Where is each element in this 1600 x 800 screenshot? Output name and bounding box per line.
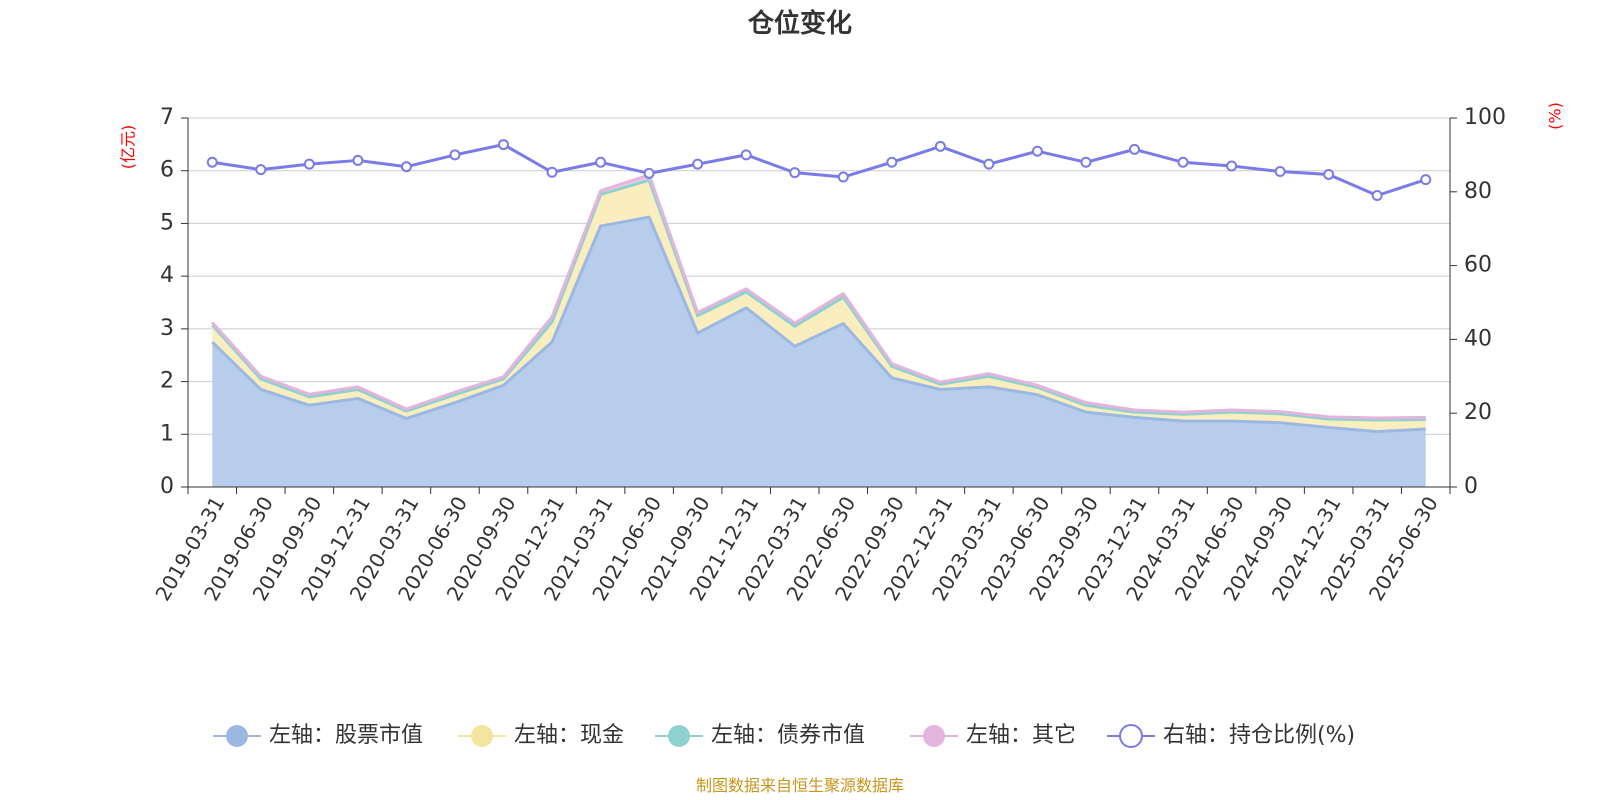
legend-label: 左轴：现金 [514, 723, 624, 748]
left-tick-label: 1 [160, 421, 174, 446]
right-tick-label: 80 [1464, 179, 1492, 204]
ratio-point [692, 158, 704, 170]
right-axis-unit: (%) [1546, 102, 1565, 130]
legend-label: 左轴：股票市值 [269, 723, 423, 748]
ratio-point [595, 156, 607, 168]
ratio-point [643, 167, 655, 179]
ratio-point [1371, 189, 1383, 201]
ratio-point [449, 149, 461, 161]
ratio-point [789, 167, 801, 179]
left-tick-label: 6 [160, 158, 174, 183]
ratio-point [206, 156, 218, 168]
left-tick-label: 5 [160, 210, 174, 235]
ratio-point [352, 154, 364, 166]
chart-title: 仓位变化 [747, 8, 852, 39]
legend-label: 右轴：持仓比例(%) [1163, 723, 1355, 748]
area-左轴：股票市值 [212, 217, 1426, 488]
line-左轴：股票市值 [211, 215, 1426, 434]
ratio-point [886, 156, 898, 168]
left-tick-label: 7 [160, 105, 174, 130]
ratio-line-series [206, 139, 1432, 201]
legend-item: 左轴：股票市值 [213, 723, 423, 748]
legend-item: 右轴：持仓比例(%) [1107, 723, 1355, 748]
legend-marker [668, 725, 690, 747]
legend-item: 左轴：债券市值 [655, 723, 865, 748]
ratio-point [546, 166, 558, 178]
ratio-point [1226, 160, 1238, 172]
ratio-line [212, 143, 1427, 197]
legend-item: 左轴：现金 [458, 723, 624, 748]
legend: 左轴：股票市值 左轴：现金 左轴：债券市值 左轴：其它 右轴：持仓比例(%) [213, 723, 1355, 748]
right-tick-label: 0 [1464, 474, 1478, 499]
ratio-point [1031, 145, 1043, 157]
ratio-point [1129, 143, 1140, 155]
left-tick-label: 0 [160, 474, 174, 499]
area-左轴：现金 [212, 180, 1426, 432]
ratio-point [1420, 174, 1432, 186]
ratio-point [1274, 166, 1286, 178]
left-tick-label: 3 [160, 316, 174, 341]
legend-label: 左轴：债券市值 [711, 723, 865, 748]
left-tick-label: 4 [160, 263, 174, 288]
ratio-point [934, 140, 946, 152]
right-tick-label: 20 [1464, 400, 1492, 425]
left-axis-unit: (亿元) [119, 125, 138, 170]
legend-item: 左轴：其它 [910, 723, 1076, 748]
legend-marker [226, 725, 248, 747]
right-tick-label: 40 [1464, 326, 1492, 351]
legend-label: 左轴：其它 [966, 723, 1076, 748]
ratio-point [498, 139, 509, 151]
ratio-point [1080, 156, 1092, 168]
ratio-point [255, 164, 267, 176]
left-tick-label: 2 [160, 369, 174, 394]
ratio-point [303, 158, 315, 170]
stacked-areas [211, 173, 1426, 488]
ratio-point [1177, 156, 1189, 168]
line-左轴：其它 [211, 173, 1426, 420]
legend-marker [923, 725, 945, 747]
legend-marker [471, 725, 493, 747]
ratio-point [400, 161, 412, 173]
source-note: 制图数据来自恒生聚源数据库 [696, 776, 904, 795]
ratio-point [740, 149, 752, 161]
ratio-point [837, 171, 849, 183]
right-tick-label: 100 [1464, 105, 1506, 130]
ratio-point [1323, 168, 1335, 180]
ratio-point [983, 158, 995, 170]
legend-marker [1119, 724, 1143, 748]
line-左轴：债券市值 [211, 178, 1426, 422]
right-tick-label: 60 [1464, 253, 1492, 278]
